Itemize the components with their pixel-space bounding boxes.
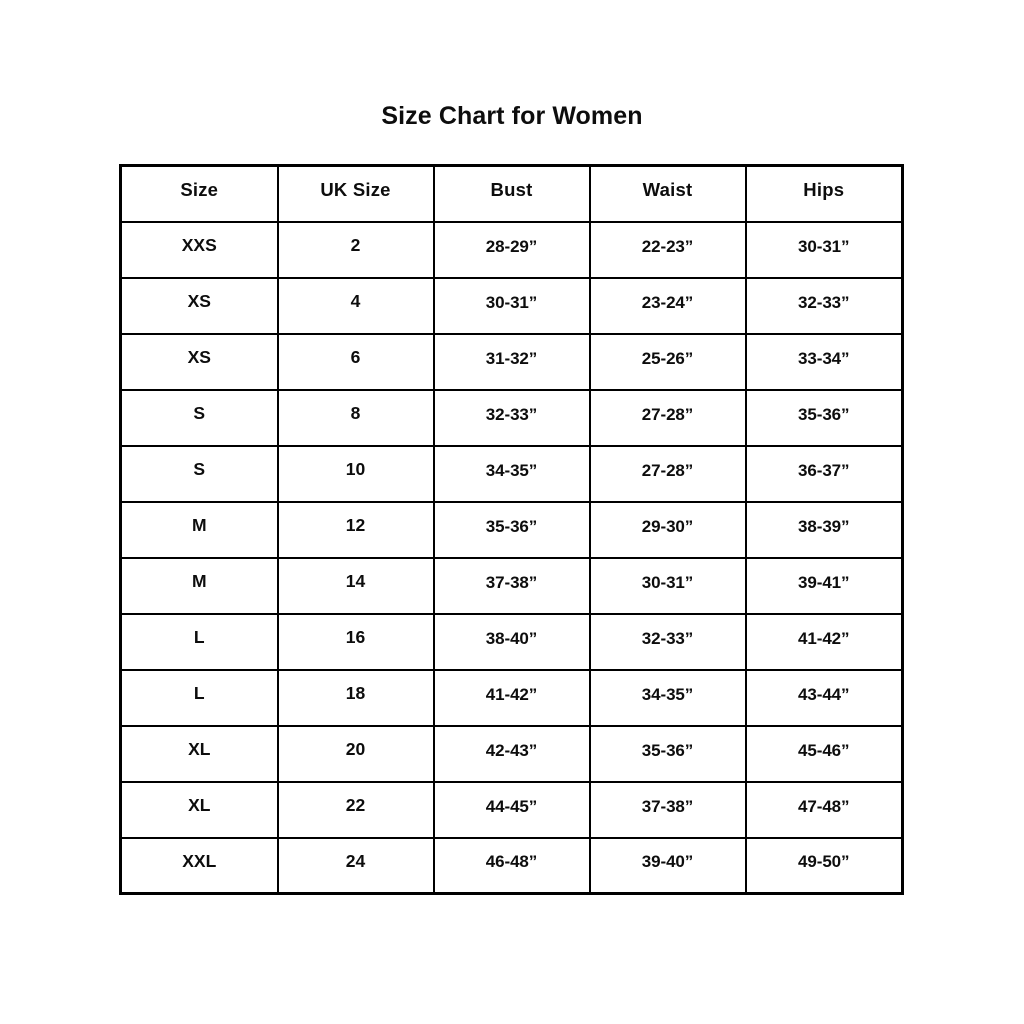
cell-bust: 32-33” [432, 388, 591, 447]
cell-waist: 25-26” [588, 332, 747, 391]
cell-bust: 42-43” [432, 724, 591, 783]
cell-hips: 41-42” [744, 612, 904, 671]
cell-bust: 38-40” [432, 612, 591, 671]
column-header-waist: Waist [588, 164, 747, 223]
cell-uk: 6 [276, 332, 435, 391]
column-header-size: Size [119, 164, 279, 223]
cell-size: XL [119, 724, 279, 783]
cell-hips: 43-44” [744, 668, 904, 727]
cell-uk: 8 [276, 388, 435, 447]
cell-waist: 34-35” [588, 668, 747, 727]
cell-hips: 32-33” [744, 276, 904, 335]
cell-hips: 36-37” [744, 444, 904, 503]
cell-waist: 37-38” [588, 780, 747, 839]
cell-uk: 10 [276, 444, 435, 503]
cell-uk: 2 [276, 220, 435, 279]
cell-uk: 18 [276, 668, 435, 727]
table-row: XL 22 44-45” 37-38” 47-48” [119, 780, 904, 839]
cell-hips: 49-50” [744, 836, 904, 895]
table-header-row: Size UK Size Bust Waist Hips [119, 164, 904, 223]
cell-waist: 30-31” [588, 556, 747, 615]
cell-size: M [119, 556, 279, 615]
cell-uk: 16 [276, 612, 435, 671]
column-header-bust: Bust [432, 164, 591, 223]
size-chart-table: Size UK Size Bust Waist Hips XXS 2 28-29… [119, 164, 904, 895]
table-row: M 12 35-36” 29-30” 38-39” [119, 500, 904, 559]
cell-bust: 41-42” [432, 668, 591, 727]
cell-waist: 27-28” [588, 388, 747, 447]
cell-size: XS [119, 276, 279, 335]
cell-bust: 28-29” [432, 220, 591, 279]
cell-uk: 22 [276, 780, 435, 839]
cell-hips: 30-31” [744, 220, 904, 279]
cell-hips: 38-39” [744, 500, 904, 559]
cell-size: XL [119, 780, 279, 839]
page-title: Size Chart for Women [381, 102, 643, 130]
cell-uk: 24 [276, 836, 435, 895]
cell-waist: 35-36” [588, 724, 747, 783]
cell-bust: 44-45” [432, 780, 591, 839]
cell-hips: 45-46” [744, 724, 904, 783]
cell-size: L [119, 612, 279, 671]
table-row: XS 6 31-32” 25-26” 33-34” [119, 332, 904, 391]
cell-hips: 35-36” [744, 388, 904, 447]
table-row: L 16 38-40” 32-33” 41-42” [119, 612, 904, 671]
table-body: XXS 2 28-29” 22-23” 30-31” XS 4 30-31” 2… [119, 220, 904, 895]
cell-hips: 47-48” [744, 780, 904, 839]
cell-waist: 23-24” [588, 276, 747, 335]
cell-uk: 20 [276, 724, 435, 783]
cell-bust: 34-35” [432, 444, 591, 503]
cell-waist: 32-33” [588, 612, 747, 671]
cell-bust: 46-48” [432, 836, 591, 895]
cell-hips: 39-41” [744, 556, 904, 615]
table-row: S 10 34-35” 27-28” 36-37” [119, 444, 904, 503]
cell-size: L [119, 668, 279, 727]
cell-waist: 39-40” [588, 836, 747, 895]
column-header-uk-size: UK Size [276, 164, 435, 223]
cell-bust: 30-31” [432, 276, 591, 335]
cell-bust: 37-38” [432, 556, 591, 615]
table-row: XL 20 42-43” 35-36” 45-46” [119, 724, 904, 783]
cell-bust: 31-32” [432, 332, 591, 391]
cell-bust: 35-36” [432, 500, 591, 559]
table-row: M 14 37-38” 30-31” 39-41” [119, 556, 904, 615]
cell-size: XS [119, 332, 279, 391]
cell-size: S [119, 444, 279, 503]
cell-size: M [119, 500, 279, 559]
table-header: Size UK Size Bust Waist Hips [119, 164, 904, 223]
table-row: L 18 41-42” 34-35” 43-44” [119, 668, 904, 727]
cell-uk: 4 [276, 276, 435, 335]
cell-uk: 14 [276, 556, 435, 615]
cell-uk: 12 [276, 500, 435, 559]
cell-size: S [119, 388, 279, 447]
table-row: XS 4 30-31” 23-24” 32-33” [119, 276, 904, 335]
cell-size: XXL [119, 836, 279, 895]
table-row: XXS 2 28-29” 22-23” 30-31” [119, 220, 904, 279]
cell-size: XXS [119, 220, 279, 279]
cell-waist: 22-23” [588, 220, 747, 279]
cell-waist: 27-28” [588, 444, 747, 503]
column-header-hips: Hips [744, 164, 904, 223]
table-row: XXL 24 46-48” 39-40” 49-50” [119, 836, 904, 895]
size-chart-table-container: Size UK Size Bust Waist Hips XXS 2 28-29… [119, 164, 904, 895]
cell-hips: 33-34” [744, 332, 904, 391]
table-row: S 8 32-33” 27-28” 35-36” [119, 388, 904, 447]
cell-waist: 29-30” [588, 500, 747, 559]
